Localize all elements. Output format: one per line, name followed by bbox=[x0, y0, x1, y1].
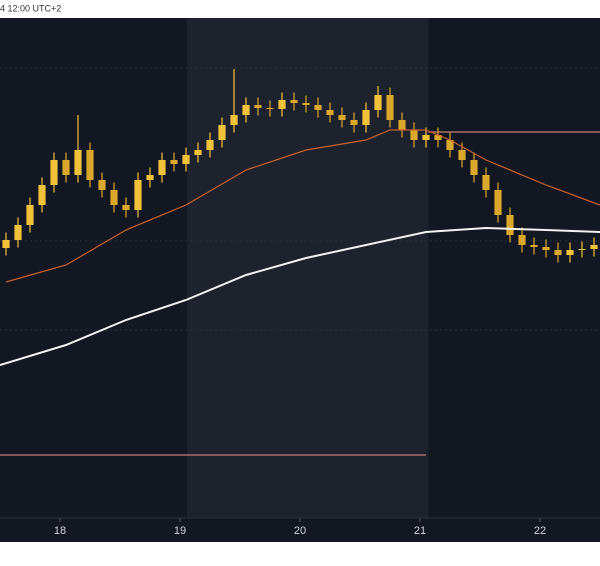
x-tick-label: 22 bbox=[534, 525, 546, 537]
candle-body bbox=[122, 205, 130, 210]
candle-body bbox=[494, 190, 502, 215]
candle-body bbox=[74, 150, 82, 175]
candle-body bbox=[542, 247, 550, 250]
candle-body bbox=[434, 135, 442, 140]
candle-body bbox=[422, 135, 430, 140]
candle-body bbox=[446, 140, 454, 150]
candle-body bbox=[2, 240, 10, 248]
candle-body bbox=[398, 120, 406, 130]
candle-body bbox=[578, 249, 586, 250]
candle-body bbox=[254, 105, 262, 108]
candle-body bbox=[566, 250, 574, 255]
candle-body bbox=[458, 150, 466, 160]
candle-body bbox=[278, 100, 286, 109]
candle-body bbox=[362, 110, 370, 125]
candle-body bbox=[146, 175, 154, 180]
x-tick-label: 18 bbox=[54, 525, 66, 537]
candle-body bbox=[194, 150, 202, 155]
candle-body bbox=[98, 180, 106, 190]
x-tick-label: 19 bbox=[174, 525, 186, 537]
candle-body bbox=[50, 160, 58, 185]
candle-body bbox=[242, 105, 250, 115]
chart-title: 4 12:00 UTC+2 bbox=[0, 3, 61, 13]
candle-body bbox=[158, 160, 166, 175]
candle-body bbox=[410, 130, 418, 140]
candle-body bbox=[182, 155, 190, 164]
candle-body bbox=[554, 250, 562, 255]
candle-body bbox=[590, 245, 598, 249]
candle-body bbox=[374, 95, 382, 110]
candle-body bbox=[14, 225, 22, 240]
candle-body bbox=[290, 100, 298, 103]
candle-body bbox=[482, 175, 490, 190]
candle-body bbox=[170, 160, 178, 164]
candle-body bbox=[26, 205, 34, 225]
candle-body bbox=[206, 140, 214, 150]
x-tick-label: 20 bbox=[294, 525, 306, 537]
candle-body bbox=[218, 125, 226, 140]
candle-body bbox=[506, 215, 514, 235]
candle-body bbox=[230, 115, 238, 125]
candle-body bbox=[326, 110, 334, 115]
candle-body bbox=[386, 95, 394, 120]
candle-body bbox=[518, 235, 526, 245]
x-tick-label: 21 bbox=[414, 525, 426, 537]
candle-body bbox=[338, 115, 346, 120]
moving-average bbox=[0, 226, 600, 366]
candle-body bbox=[350, 120, 358, 125]
candle-body bbox=[38, 185, 46, 205]
session-shade bbox=[187, 18, 429, 518]
candle-body bbox=[110, 190, 118, 205]
candle-body bbox=[134, 180, 142, 210]
candle-body bbox=[314, 105, 322, 110]
header-bar bbox=[0, 0, 600, 18]
candle-body bbox=[62, 160, 70, 175]
candle-body bbox=[302, 103, 310, 105]
candle-body bbox=[530, 245, 538, 247]
candle-body bbox=[86, 150, 94, 180]
candle-body bbox=[470, 160, 478, 175]
moving-average bbox=[5, 129, 600, 283]
candle-body bbox=[266, 108, 274, 109]
